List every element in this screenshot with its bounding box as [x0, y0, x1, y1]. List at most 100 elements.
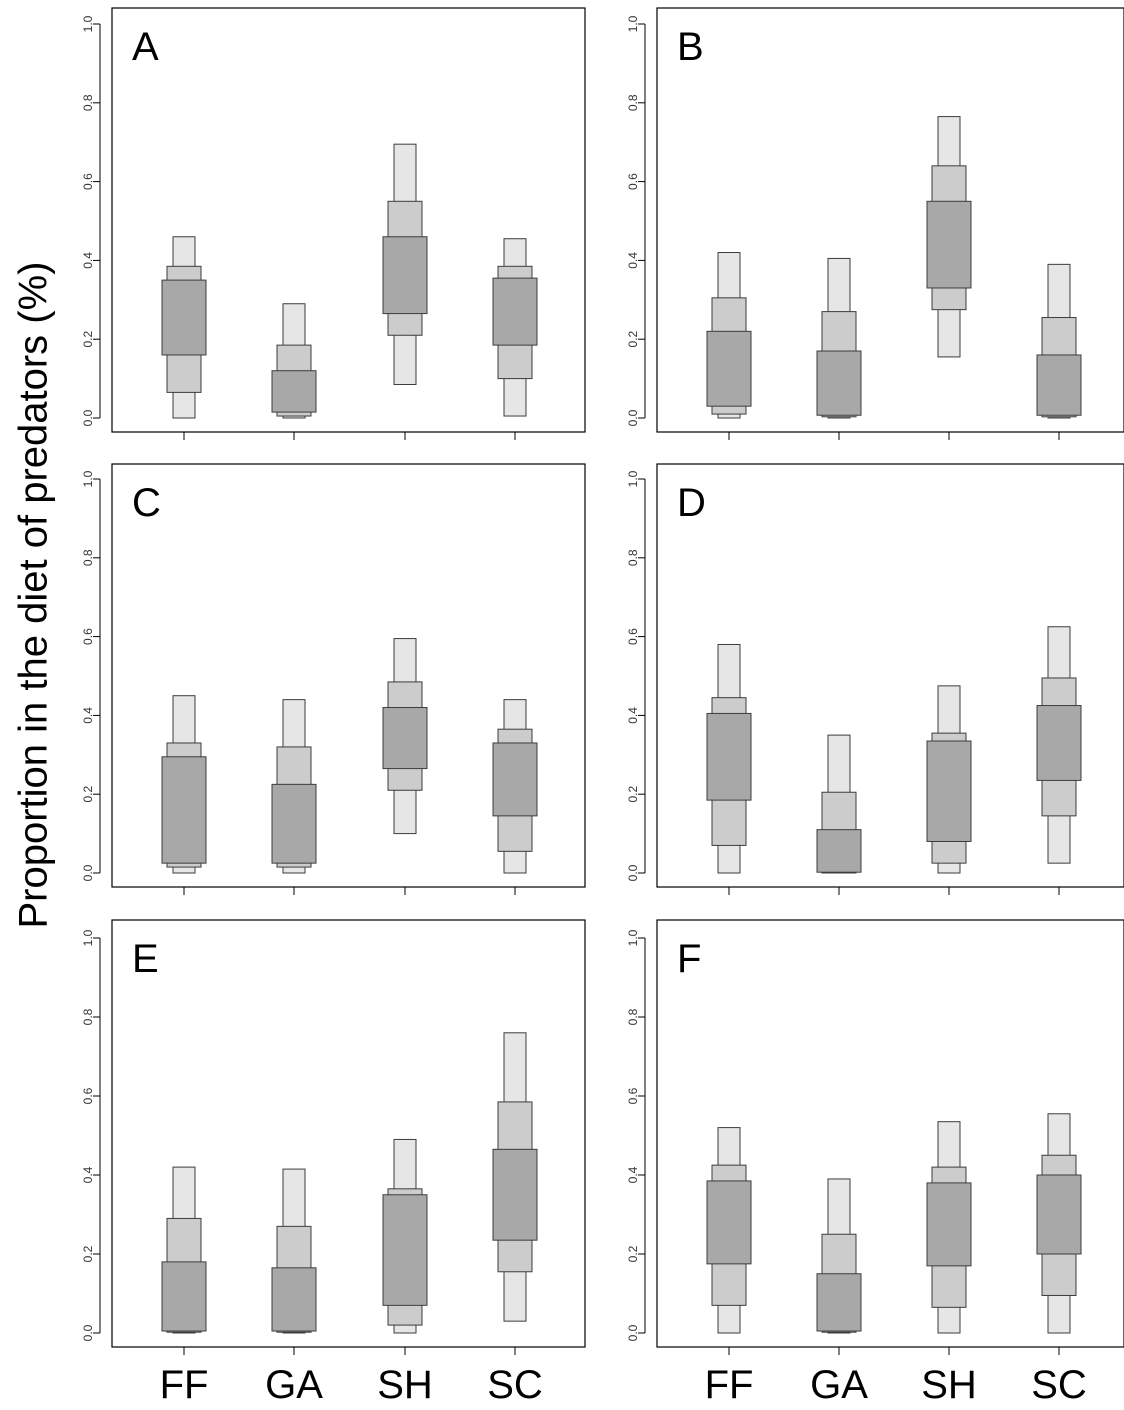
y-tick-label: 0.8	[626, 549, 640, 566]
box-FF	[161, 695, 207, 874]
y-tick-label: 0.4	[81, 252, 95, 269]
panel-label: C	[132, 481, 161, 525]
box-SH	[926, 116, 972, 358]
ci50-box	[816, 350, 862, 416]
y-tick-label: 0.0	[626, 864, 640, 881]
y-tick-label: 0.4	[81, 1166, 95, 1183]
panel-C: C 0.0 0.2 0.4 0.6 0.8 1.0	[81, 463, 586, 895]
ci50-box	[382, 236, 428, 315]
box-FF	[706, 643, 752, 874]
ci50-box	[492, 1148, 538, 1241]
box-SC	[492, 238, 538, 417]
panel-label: E	[132, 937, 159, 981]
box-SC	[1036, 1113, 1082, 1334]
panel-label: A	[132, 25, 159, 69]
y-tick-label: 1.0	[626, 15, 640, 32]
panel-D: D 0.0 0.2 0.4 0.6 0.8 1.0	[626, 463, 1124, 895]
box-SC	[1036, 626, 1082, 864]
y-tick-label: 1.0	[81, 15, 95, 32]
panel-E: E 0.0 0.2 0.4 0.6 0.8 1.0 FF GA SH SC	[81, 919, 586, 1407]
ci50-box	[926, 200, 972, 289]
box-GA	[271, 1168, 317, 1334]
x-tick-label: SC	[1031, 1363, 1087, 1405]
y-tick-label: 0.6	[81, 173, 95, 190]
y-tick-label: 0.4	[626, 252, 640, 269]
ci50-box	[706, 1180, 752, 1265]
ci50-box	[161, 756, 207, 864]
panel-label: B	[677, 25, 704, 69]
box-SH	[926, 685, 972, 874]
y-tick-label: 0.0	[81, 1324, 95, 1341]
ci50-box	[271, 370, 317, 413]
y-tick-label: 0.4	[626, 707, 640, 724]
y-tick-label: 1.0	[626, 929, 640, 946]
box-SC	[492, 699, 538, 874]
x-tick-label: SH	[377, 1363, 433, 1405]
panel-label: D	[677, 481, 706, 525]
ci50-box	[926, 740, 972, 842]
box-FF	[706, 252, 752, 419]
x-tick-label: FF	[160, 1363, 209, 1405]
ci50-box	[926, 1182, 972, 1267]
box-FF	[161, 236, 207, 419]
box-SH	[382, 1138, 428, 1334]
ci50-box	[816, 829, 862, 873]
y-tick-label: 0.6	[626, 173, 640, 190]
box-FF	[706, 1127, 752, 1334]
y-tick-label: 0.2	[81, 331, 95, 348]
ci50-box	[271, 1267, 317, 1332]
box-SC	[1036, 263, 1082, 419]
ci50-box	[492, 742, 538, 817]
x-tick-label: SC	[487, 1363, 543, 1405]
ci50-box	[1036, 354, 1082, 416]
y-tick-label: 0.8	[81, 94, 95, 111]
ci50-box	[706, 330, 752, 407]
y-tick-label: 0.6	[626, 628, 640, 645]
y-tick-label: 0.6	[81, 1087, 95, 1104]
ci50-box	[1036, 705, 1082, 781]
y-tick-label: 0.8	[81, 549, 95, 566]
y-tick-label: 0.0	[81, 864, 95, 881]
box-GA	[271, 699, 317, 874]
box-SH	[926, 1121, 972, 1334]
x-tick-label: FF	[705, 1363, 754, 1405]
ci50-box	[382, 1194, 428, 1306]
y-tick-label: 0.0	[81, 409, 95, 426]
panel-A: A 0.0 0.2 0.4 0.6 0.8 1.0	[81, 7, 586, 440]
ci50-box	[1036, 1174, 1082, 1255]
box-SC	[492, 1032, 538, 1322]
y-tick-label: 0.2	[626, 331, 640, 348]
y-tick-label: 0.6	[81, 628, 95, 645]
y-tick-label: 0.2	[626, 786, 640, 803]
box-FF	[161, 1166, 207, 1334]
panel-label: F	[677, 937, 701, 981]
box-SH	[382, 143, 428, 386]
y-tick-label: 0.2	[81, 1245, 95, 1262]
ci50-box	[271, 783, 317, 864]
ci50-box	[492, 277, 538, 346]
panel-F: F 0.0 0.2 0.4 0.6 0.8 1.0 FF GA SH SC	[626, 919, 1124, 1407]
x-tick-label: GA	[810, 1363, 868, 1405]
box-GA	[816, 734, 862, 874]
box-GA	[816, 257, 862, 419]
y-tick-label: 0.4	[81, 707, 95, 724]
y-tick-label: 0.4	[626, 1166, 640, 1183]
y-tick-label: 0.2	[81, 786, 95, 803]
y-tick-label: 0.0	[626, 409, 640, 426]
box-GA	[271, 303, 317, 419]
box-SH	[382, 638, 428, 835]
y-tick-label: 0.8	[626, 1008, 640, 1025]
x-tick-label: SH	[921, 1363, 977, 1405]
y-tick-label: 0.2	[626, 1245, 640, 1262]
y-tick-label: 1.0	[626, 470, 640, 487]
y-tick-label: 1.0	[81, 929, 95, 946]
ci50-box	[161, 1261, 207, 1332]
y-tick-label: 0.0	[626, 1324, 640, 1341]
ci50-box	[706, 712, 752, 801]
panel-B: B 0.0 0.2 0.4 0.6 0.8 1.0	[626, 7, 1124, 440]
ci50-box	[816, 1273, 862, 1332]
ci50-box	[161, 279, 207, 356]
y-tick-label: 0.8	[81, 1008, 95, 1025]
